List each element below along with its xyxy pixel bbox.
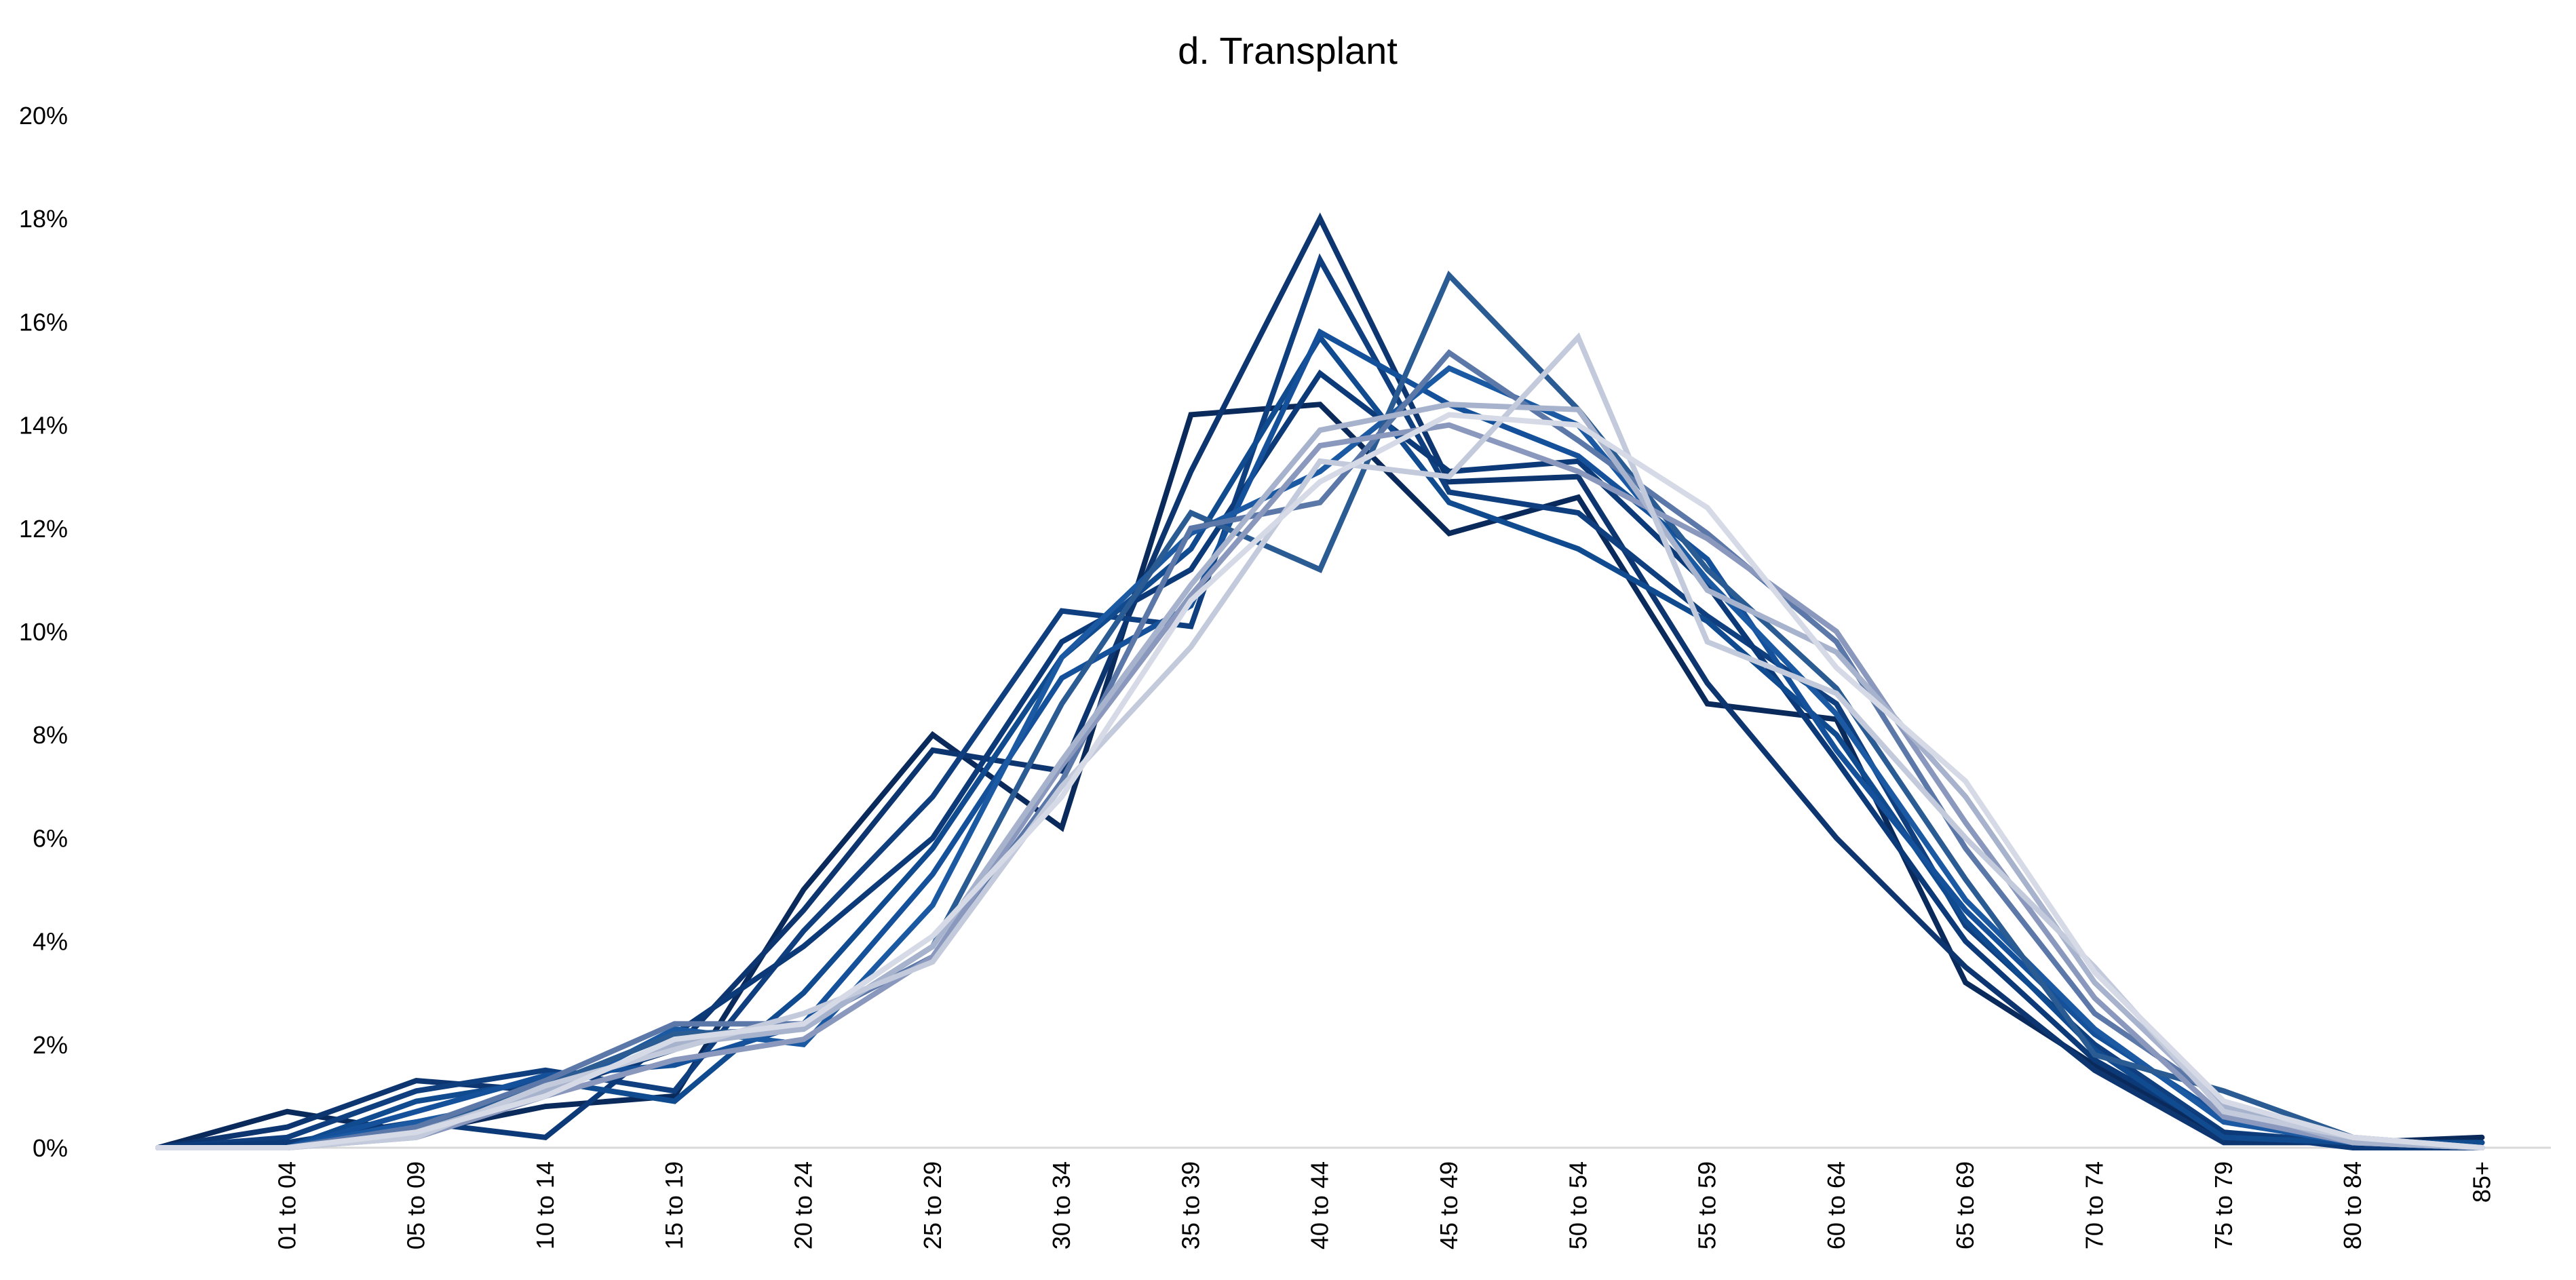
x-axis-ticks: 01 to 04 05 to 09 10 to 14 15 to 19 20 to 24…: [273, 1161, 2495, 1249]
y-tick-label: 12%: [19, 515, 68, 543]
y-tick-label: 4%: [33, 928, 68, 956]
x-tick-label: 85+: [2467, 1161, 2495, 1203]
x-tick-label: 75 to 79: [2210, 1161, 2237, 1249]
series-line-4: [155, 369, 2485, 1150]
y-axis-ticks: 0% 2% 4% 6% 8% 10% 12% 14% 16% 18% 20%: [19, 102, 68, 1162]
x-tick-label: 55 to 59: [1693, 1161, 1721, 1249]
x-tick-label: 60 to 64: [1822, 1161, 1850, 1249]
x-tick-label: 80 to 84: [2339, 1161, 2366, 1249]
y-tick-label: 20%: [19, 102, 68, 130]
x-tick-label: 40 to 44: [1306, 1161, 1334, 1249]
series-line-11: [155, 402, 2485, 1150]
series-line-9: [155, 349, 2485, 1150]
chart-title: d. Transplant: [1178, 29, 1398, 72]
x-tick-label: 30 to 34: [1047, 1161, 1075, 1249]
series-line-6: [155, 328, 2485, 1150]
series-line-12: [155, 332, 2485, 1150]
y-tick-label: 2%: [33, 1031, 68, 1059]
y-tick-label: 14%: [19, 412, 68, 440]
x-tick-label: 50 to 54: [1564, 1161, 1592, 1249]
series-line-13: [155, 412, 2485, 1150]
x-tick-label: 35 to 39: [1176, 1161, 1204, 1249]
series-line-3: [155, 253, 2485, 1150]
x-tick-label: 45 to 49: [1435, 1161, 1463, 1249]
x-tick-label: 65 to 69: [1951, 1161, 1979, 1249]
y-tick-label: 10%: [19, 618, 68, 646]
x-tick-label: 20 to 24: [790, 1161, 818, 1249]
x-tick-label: 10 to 14: [531, 1161, 559, 1249]
series-lines: [155, 212, 2485, 1150]
y-tick-label: 0%: [33, 1134, 68, 1162]
y-tick-label: 8%: [33, 721, 68, 749]
x-tick-label: 25 to 29: [919, 1161, 946, 1249]
x-tick-label: 01 to 04: [273, 1161, 301, 1249]
y-tick-label: 18%: [19, 205, 68, 233]
series-line-1: [155, 402, 2485, 1150]
x-tick-label: 15 to 19: [660, 1161, 688, 1249]
y-tick-label: 16%: [19, 308, 68, 336]
x-tick-label: 70 to 74: [2081, 1161, 2109, 1249]
x-tick-label: 05 to 09: [402, 1161, 430, 1249]
y-tick-label: 6%: [33, 824, 68, 852]
